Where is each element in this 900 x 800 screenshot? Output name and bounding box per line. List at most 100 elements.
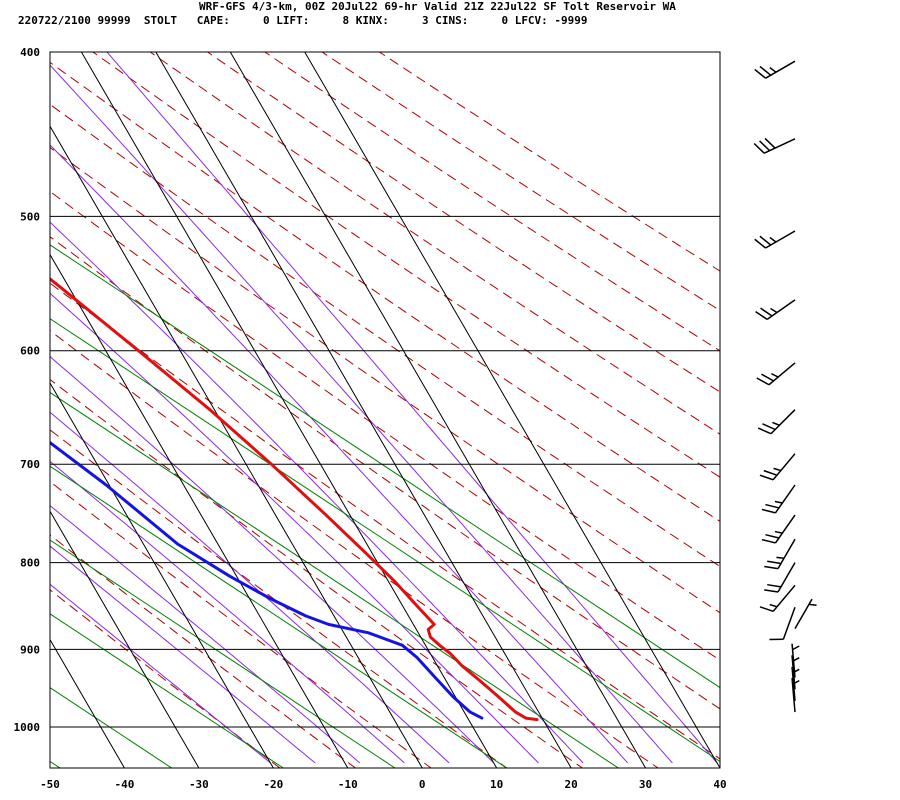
barb-half-flag [772,421,780,426]
mixing-ratio-line [50,687,173,768]
dry-adiabat-line [149,52,720,435]
dry-adiabat-line [206,52,720,393]
x-tick-label: -50 [40,778,60,791]
x-tick-label: -20 [263,778,283,791]
wind-barb [756,362,796,386]
y-tick-label: 500 [20,210,40,223]
barb-full-flag [760,307,773,317]
barb-half-flag [792,645,800,651]
barb-half-flag [792,679,800,685]
wind-barb [794,598,817,629]
barb-full-flag [767,583,782,588]
barb-full-flag [754,238,767,249]
barb-full-flag [763,469,778,476]
barb-staff [765,230,796,249]
wind-barb [769,607,796,641]
isotherm-line [80,52,498,768]
wind-barb [757,409,796,435]
moist-adiabat-line [50,545,316,764]
x-tick-label: 10 [490,778,503,791]
isotherm-line [50,125,423,768]
barb-full-flag [756,377,770,386]
dry-adiabat-line [50,378,584,768]
y-tick-label: 700 [20,458,40,471]
dry-adiabat-line [321,52,720,312]
moist-adiabat-line [50,583,271,764]
chart-title: WRF-GFS 4/3-km, 00Z 20Jul22 69-hr Valid … [199,0,676,13]
barb-half-flag [773,467,782,472]
mixing-ratio-line [50,465,508,768]
y-tick-label: 900 [20,643,40,656]
barb-half-flag [792,657,800,662]
barb-full-flag [759,235,772,246]
barb-full-flag [761,538,776,544]
barb-half-flag [770,307,778,314]
barb-staff [777,538,796,570]
y-tick-label: 600 [20,345,40,358]
barb-full-flag [767,560,782,565]
dry-adiabat-line [50,534,357,768]
barb-half-flag [774,530,783,534]
moist-adiabat-line [50,144,629,764]
dry-adiabat-line [50,282,720,760]
plot-frame [49,51,721,769]
isotherm-line [50,381,274,768]
dry-adiabat-line [50,330,659,768]
station-stats: 220722/2100 99999 STOLT CAPE: 0 LIFT: 8 … [18,14,588,27]
barb-staff [763,138,796,154]
barb-half-flag [769,236,777,243]
barb-staff [770,409,796,435]
barb-full-flag [761,373,774,382]
isotherm-line [155,52,572,768]
barb-full-flag [765,503,780,509]
barb-full-flag [764,589,779,593]
wind-barb [764,562,796,593]
moist-adiabat-line [50,460,405,764]
barb-full-flag [753,142,765,154]
isotherm-line [50,510,200,768]
temperature-trace [50,276,539,722]
wind-barb [754,60,796,79]
mixing-ratio-line [50,539,396,768]
y-tick-label: 400 [20,46,40,59]
y-tick-label: 800 [20,557,40,570]
barb-full-flag [769,638,784,641]
barb-half-flag [771,372,779,378]
moist-adiabat-line [106,52,718,764]
mixing-ratio-line [50,318,720,763]
x-tick-label: -40 [115,778,135,791]
x-tick-label: 30 [639,778,652,791]
mixing-ratio-line [50,613,285,768]
barb-half-flag [774,500,783,504]
isotherm-line [304,52,720,768]
dry-adiabat-line [378,52,720,272]
wind-barbs [753,60,817,713]
barb-staff [772,584,796,612]
barb-full-flag [754,68,767,79]
wind-barb [755,299,796,321]
wind-barb [761,484,796,514]
barb-half-flag [769,603,778,608]
barb-full-flag [764,137,776,149]
wind-barb [761,514,796,544]
barb-full-flag [761,508,776,514]
dry-adiabat-line [263,52,720,352]
wind-barb [753,137,796,154]
isotherm-line [50,253,349,768]
barb-half-flag [769,67,777,73]
wind-barb [759,584,796,613]
barb-half-flag [808,603,817,606]
moist-adiabat-line [50,504,361,764]
mixing-ratio-line [50,760,61,768]
x-tick-label: 0 [419,778,426,791]
barb-full-flag [762,423,776,431]
barb-full-flag [755,310,768,321]
moist-adiabat-line [50,64,673,764]
barb-staff [794,598,813,629]
